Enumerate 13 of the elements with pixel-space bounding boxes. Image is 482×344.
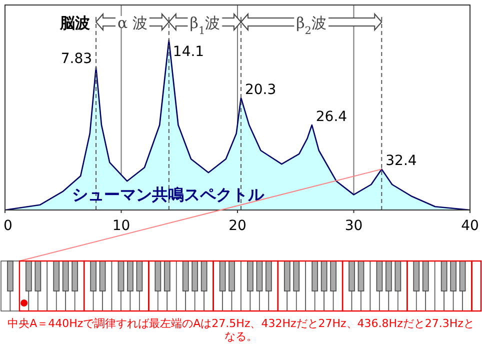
x-tick-label: 30 — [344, 218, 363, 234]
text: シューマン共鳴スペクトル — [72, 185, 265, 204]
x-tick-label: 20 — [228, 218, 246, 234]
x-tick-label: 10 — [112, 218, 130, 234]
x-tick-label: 0 — [4, 218, 12, 234]
annotation: 32.4 — [386, 153, 417, 170]
annotation: 26.4 — [316, 109, 348, 125]
annotation: 7.83 — [60, 51, 92, 68]
x-tick-label: 40 — [461, 218, 479, 234]
annotation: 20.3 — [244, 82, 276, 98]
text: 中央A＝440Hzで調律すれば最左端のAは27.5Hz、432Hzだと27Hz、436.8Hzだと27.3Hzとなる。 — [8, 317, 474, 343]
annotation: 14.1 — [172, 44, 204, 60]
text: 脳波 — [59, 14, 90, 32]
